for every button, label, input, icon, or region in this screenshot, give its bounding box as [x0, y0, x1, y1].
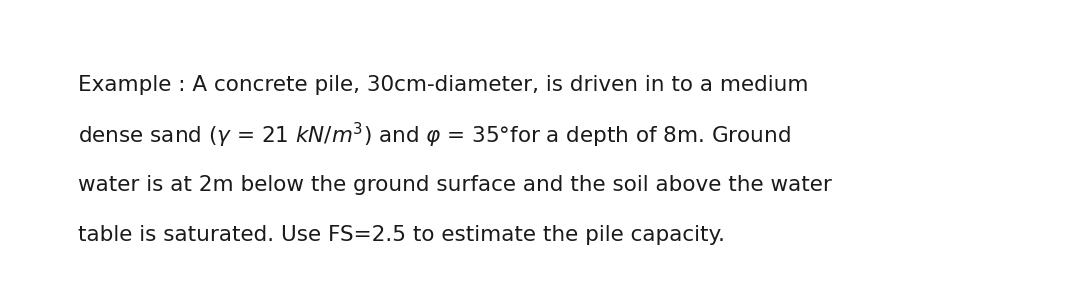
- Text: water is at 2m below the ground surface and the soil above the water: water is at 2m below the ground surface …: [78, 175, 832, 195]
- Text: dense sand ($\gamma$ = 21 $kN/m^3$) and $\varphi$ = 35°for a depth of 8m. Ground: dense sand ($\gamma$ = 21 $kN/m^3$) and …: [78, 121, 791, 150]
- Text: Example : A concrete pile, 30cm-diameter, is driven in to a medium: Example : A concrete pile, 30cm-diameter…: [78, 75, 809, 95]
- Text: table is saturated. Use FS=2.5 to estimate the pile capacity.: table is saturated. Use FS=2.5 to estima…: [78, 225, 725, 245]
